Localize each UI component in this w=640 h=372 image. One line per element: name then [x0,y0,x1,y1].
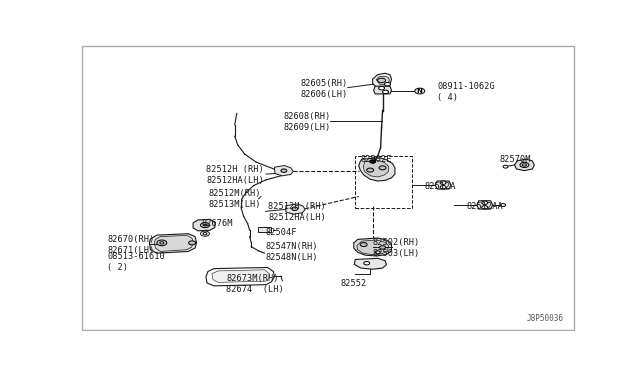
Circle shape [415,88,425,94]
Text: 82512H (RH)
82512HA(LH): 82512H (RH) 82512HA(LH) [207,165,264,185]
Text: N: N [417,88,422,94]
Circle shape [380,246,385,249]
Circle shape [370,160,376,163]
Polygon shape [193,219,215,231]
Circle shape [385,83,390,86]
Polygon shape [477,201,493,209]
Polygon shape [374,86,392,94]
Text: J8P50036: J8P50036 [527,314,564,323]
Circle shape [503,165,508,168]
Text: 82673M(RH)
82674  (LH): 82673M(RH) 82674 (LH) [227,274,284,294]
Text: 82512A: 82512A [425,182,456,191]
Text: 82670(RH)
82671(LH): 82670(RH) 82671(LH) [108,235,154,255]
Polygon shape [286,204,305,214]
Text: 82502E: 82502E [360,155,392,164]
Polygon shape [154,235,193,251]
Polygon shape [435,181,451,189]
Circle shape [440,186,446,189]
Text: 82552: 82552 [340,279,367,288]
Text: 82547N(RH)
82548N(LH): 82547N(RH) 82548N(LH) [266,242,319,262]
Circle shape [292,207,298,211]
Polygon shape [359,158,395,181]
Polygon shape [206,267,275,286]
Circle shape [157,240,167,246]
Polygon shape [364,160,388,177]
Circle shape [482,201,488,205]
Circle shape [500,203,506,206]
Circle shape [379,86,385,90]
Circle shape [520,162,529,167]
Text: 82570M: 82570M [499,155,531,164]
Text: 08513-61610
( 2): 08513-61610 ( 2) [108,252,165,272]
Circle shape [189,241,196,245]
Polygon shape [275,166,293,176]
Circle shape [440,181,446,185]
Circle shape [200,222,209,228]
Circle shape [375,251,380,254]
Polygon shape [150,234,196,253]
Text: 08911-1062G
( 4): 08911-1062G ( 4) [437,82,495,102]
Text: 82512H (RH)
82512HA(LH): 82512H (RH) 82512HA(LH) [269,202,326,222]
Circle shape [200,231,209,236]
Text: 82605(RH)
82606(LH): 82605(RH) 82606(LH) [301,79,348,99]
Circle shape [482,206,488,209]
Polygon shape [354,238,392,256]
Circle shape [364,262,370,265]
Polygon shape [212,270,269,282]
Circle shape [360,243,367,247]
Circle shape [383,90,388,94]
Text: 82502(RH)
82503(LH): 82502(RH) 82503(LH) [372,238,420,258]
Polygon shape [355,258,387,269]
Text: 82504F: 82504F [266,228,298,237]
Circle shape [204,224,207,226]
Text: 82512AA: 82512AA [467,202,504,211]
Polygon shape [356,240,388,254]
Text: 82512M(RH)
82513M(LH): 82512M(RH) 82513M(LH) [209,189,262,209]
Circle shape [522,164,527,166]
Text: 82676M: 82676M [202,219,233,228]
Circle shape [203,232,207,235]
Polygon shape [372,73,392,88]
Circle shape [160,242,164,244]
Circle shape [281,169,287,172]
Circle shape [378,78,385,83]
Circle shape [379,166,386,170]
Text: 82608(RH)
82609(LH): 82608(RH) 82609(LH) [284,112,331,132]
Polygon shape [515,159,534,171]
Polygon shape [376,76,390,85]
Circle shape [367,168,374,172]
Bar [257,227,271,232]
